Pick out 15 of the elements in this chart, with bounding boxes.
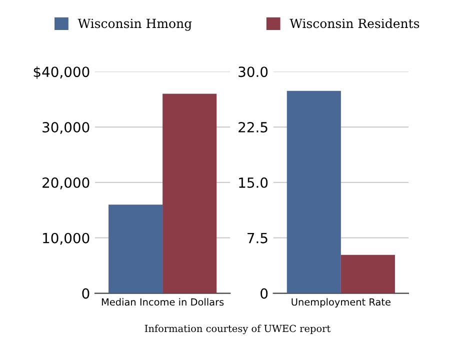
- y-tick-label: 0: [260, 288, 268, 299]
- x-tick-label: Median Income in Dollars: [102, 298, 224, 306]
- text: Information courtesy of UWEC report: [144, 324, 331, 334]
- y-tick-label: 7.5: [248, 233, 268, 244]
- x-tick-label: Unemployment Rate: [292, 298, 390, 308]
- y-tick-label: 30.0: [238, 66, 268, 78]
- legend-label: Wisconsin Residents: [290, 18, 420, 28]
- legend-label: Wisconsin Hmong: [78, 18, 192, 31]
- y-tick-label: 22.5: [238, 122, 268, 132]
- y-tick-label: 0: [82, 288, 90, 299]
- y-tick-label: 15.0: [239, 177, 268, 188]
- y-tick-label: 30,000: [42, 122, 90, 134]
- y-tick-label: 20,000: [42, 177, 90, 190]
- y-tick-label: 10,000: [43, 232, 90, 245]
- y-tick-label: $40,000: [34, 66, 90, 79]
